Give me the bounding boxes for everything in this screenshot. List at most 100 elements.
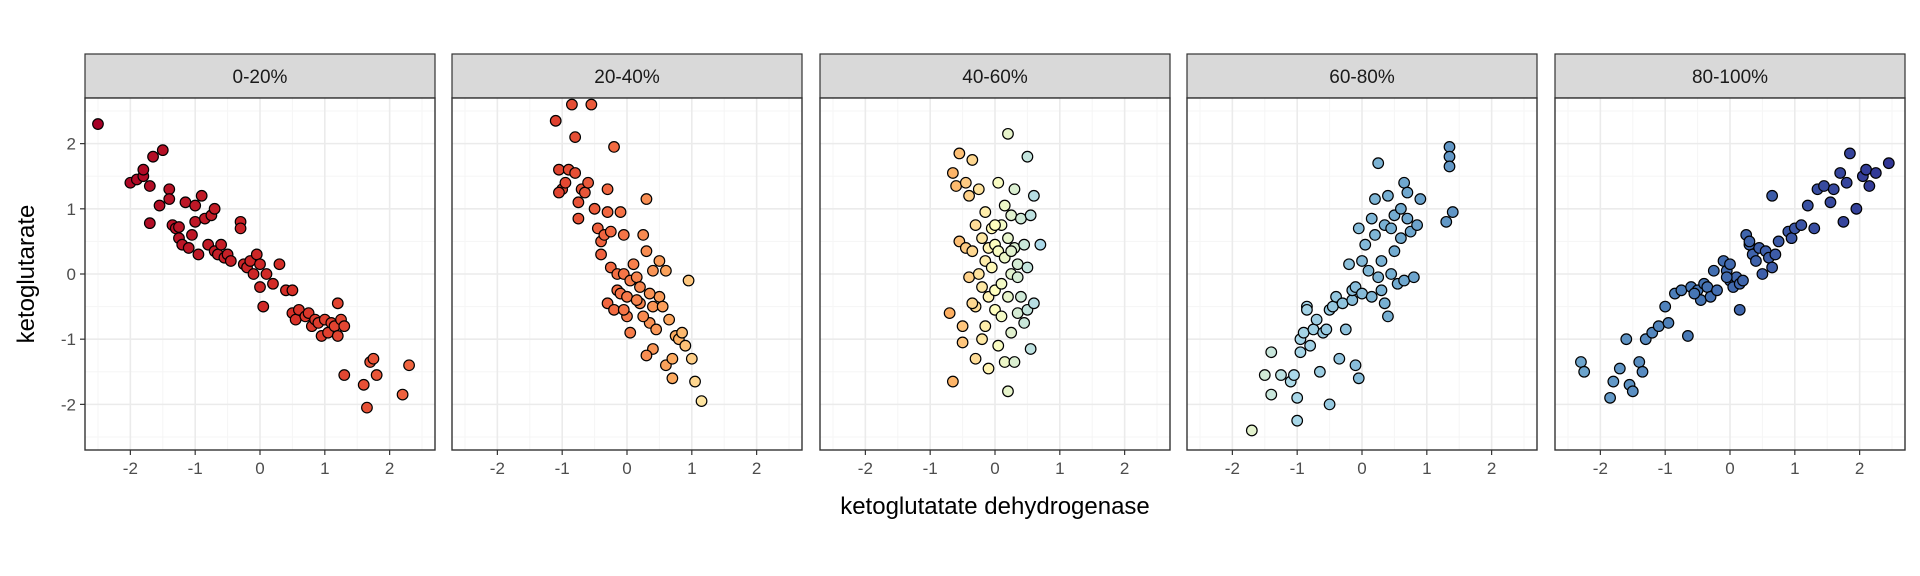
x-tick-label: -1 xyxy=(188,459,203,478)
data-point xyxy=(1291,391,1304,404)
data-point xyxy=(1382,310,1394,323)
data-point xyxy=(1002,290,1014,303)
data-point xyxy=(1245,424,1258,437)
x-tick-label: -1 xyxy=(1658,459,1673,478)
data-point xyxy=(946,375,959,388)
data-point xyxy=(1675,284,1688,297)
x-tick-label: -2 xyxy=(1225,459,1240,478)
data-point xyxy=(254,258,266,271)
x-tick-label: -1 xyxy=(555,459,570,478)
data-point xyxy=(1575,356,1587,368)
data-point xyxy=(1707,264,1720,277)
data-point xyxy=(1326,300,1339,313)
data-point xyxy=(695,395,708,408)
data-point xyxy=(1323,398,1336,411)
data-point xyxy=(1313,365,1326,378)
data-point xyxy=(1388,245,1401,258)
data-point xyxy=(1443,150,1456,163)
data-point xyxy=(1027,297,1040,310)
data-point xyxy=(621,290,633,303)
data-point xyxy=(572,212,585,225)
data-point xyxy=(566,98,578,111)
data-point xyxy=(617,228,630,241)
data-point xyxy=(595,248,607,261)
data-point xyxy=(1362,264,1375,277)
data-point xyxy=(630,271,643,284)
data-point xyxy=(1724,258,1736,271)
x-tick-label: 1 xyxy=(1055,459,1064,478)
data-point xyxy=(1027,189,1040,202)
data-point xyxy=(1720,271,1733,284)
facet-strip-label: 20-40% xyxy=(594,67,660,88)
data-point xyxy=(956,336,969,349)
data-point xyxy=(608,140,620,153)
data-point xyxy=(338,369,351,381)
data-point xyxy=(1766,261,1779,274)
data-point xyxy=(992,339,1005,352)
data-point xyxy=(1385,222,1398,235)
data-point xyxy=(1011,271,1024,284)
data-point xyxy=(331,330,344,342)
data-point xyxy=(1824,196,1837,209)
data-point xyxy=(666,372,679,385)
facet-panel-1: 20-40% xyxy=(451,53,803,451)
data-point xyxy=(1320,323,1333,336)
data-point xyxy=(357,378,370,391)
data-point xyxy=(992,176,1005,189)
data-point xyxy=(1002,232,1014,245)
facet-panel-3: 60-80% xyxy=(1186,53,1538,451)
data-point xyxy=(195,189,208,202)
data-point xyxy=(666,352,679,365)
y-tick-label: 2 xyxy=(67,135,76,154)
data-point xyxy=(1365,290,1378,303)
data-point xyxy=(1401,212,1414,225)
data-point xyxy=(273,258,286,271)
data-point xyxy=(950,180,963,192)
data-point xyxy=(998,356,1011,368)
data-point xyxy=(1356,255,1368,267)
data-point xyxy=(959,176,972,189)
x-tick-label: 2 xyxy=(1855,459,1864,478)
data-point xyxy=(163,183,176,196)
data-point xyxy=(966,245,979,258)
data-point xyxy=(653,255,666,267)
data-point xyxy=(1394,202,1407,215)
data-point xyxy=(1005,326,1018,339)
data-point xyxy=(179,196,192,209)
data-point xyxy=(192,248,205,261)
x-tick-label: 1 xyxy=(687,459,696,478)
data-point xyxy=(361,401,373,414)
data-point xyxy=(1018,238,1031,251)
data-point xyxy=(1005,209,1018,222)
data-point xyxy=(1265,346,1278,359)
data-point xyxy=(1411,219,1423,232)
data-point xyxy=(257,300,270,313)
data-point xyxy=(1795,219,1808,232)
data-point xyxy=(1626,385,1639,398)
data-point xyxy=(1443,140,1456,153)
x-tick-label: 2 xyxy=(752,459,761,478)
data-point xyxy=(1398,274,1411,287)
data-point xyxy=(1352,222,1365,235)
data-point xyxy=(331,297,344,310)
data-point xyxy=(1711,284,1723,297)
data-point xyxy=(137,163,150,176)
data-point xyxy=(679,339,692,352)
data-point xyxy=(989,219,1001,232)
data-point xyxy=(553,163,565,176)
x-tick-label: 0 xyxy=(990,459,999,478)
data-point xyxy=(569,167,582,179)
data-point xyxy=(637,228,650,241)
data-point xyxy=(1024,209,1037,222)
data-point xyxy=(585,98,598,111)
data-point xyxy=(1336,297,1349,310)
data-point xyxy=(1034,238,1047,251)
data-point xyxy=(1372,157,1385,170)
data-point xyxy=(689,375,701,388)
data-point xyxy=(601,206,614,218)
data-point xyxy=(1258,369,1271,381)
x-tick-label: -2 xyxy=(490,459,505,478)
data-point xyxy=(998,199,1011,212)
x-tick-label: 2 xyxy=(1120,459,1129,478)
facets-layer: 0-20% 20-40% 40-60% 60-80% 80-100% xyxy=(84,53,1906,451)
